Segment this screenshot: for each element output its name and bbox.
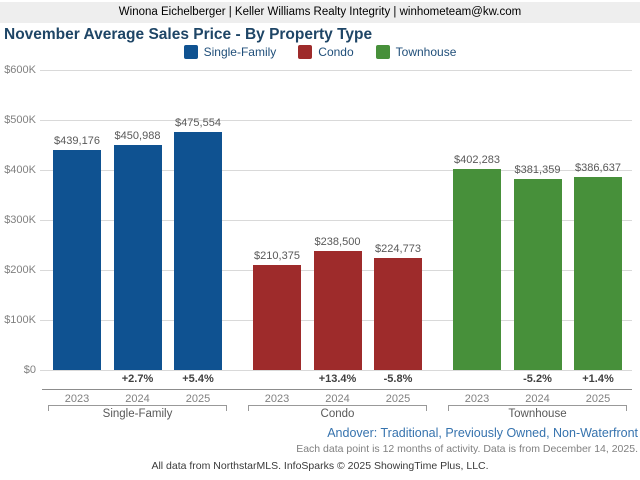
- bar-value-label: $450,988: [114, 130, 161, 142]
- bar-single-family-2024: [113, 145, 162, 370]
- bar-group-townhouse: $402,283 $381,359 $386,637: [453, 70, 622, 370]
- pct-change-label: [53, 373, 101, 385]
- group-bracket: [248, 405, 427, 411]
- pct-change-label: +2.7%: [121, 373, 154, 385]
- pct-change-label: [453, 373, 501, 385]
- year-label: 2023: [64, 393, 90, 405]
- search-criteria-line: Andover: Traditional, Previously Owned, …: [327, 426, 638, 440]
- pct-change-row: -5.2% +1.4%: [453, 373, 622, 385]
- year-label: 2024: [125, 393, 150, 405]
- bar-cell: $238,500: [313, 70, 362, 370]
- y-axis-tick-label: $500K: [4, 114, 36, 126]
- legend-label: Condo: [318, 45, 354, 59]
- bar-value-label: $210,375: [254, 250, 300, 262]
- year-label: 2024: [325, 393, 350, 405]
- year-label: 2023: [464, 393, 490, 405]
- year-row: 2023 2024 2025: [253, 393, 422, 405]
- bar-value-label: $386,637: [575, 162, 621, 174]
- data-note-line: Each data point is 12 months of activity…: [296, 443, 638, 455]
- legend-item-condo: Condo: [298, 45, 354, 59]
- year-label: 2025: [185, 393, 211, 405]
- bar-cell: $210,375: [253, 70, 301, 370]
- group-name-label: Single-Family: [102, 408, 173, 420]
- group-name-label: Condo: [320, 408, 355, 420]
- pct-change-label: +1.4%: [582, 373, 614, 385]
- bar-condo-2025: [374, 258, 422, 370]
- bar-cell: $402,283: [453, 70, 501, 370]
- gridline: [40, 120, 632, 121]
- gridline: [40, 170, 632, 171]
- bar-townhouse-2024: [513, 179, 562, 370]
- gridline: [40, 220, 632, 221]
- pct-change-label: +13.4%: [318, 373, 357, 385]
- contact-line: Winona Eichelberger | Keller Williams Re…: [118, 6, 522, 18]
- y-axis-tick-label: $0: [23, 364, 36, 376]
- bar-value-label: $224,773: [375, 243, 421, 255]
- legend-swatch-icon: [298, 45, 313, 59]
- bar-townhouse-2025: [574, 177, 622, 370]
- bar-condo-2023: [253, 265, 301, 370]
- y-axis-tick-label: $600K: [4, 64, 36, 76]
- bar-condo-2024: [313, 251, 362, 370]
- bar-cell: $439,176: [53, 70, 101, 370]
- pct-change-label: +5.4%: [182, 373, 214, 385]
- y-axis-tick-label: $400K: [4, 164, 36, 176]
- contact-header: Winona Eichelberger | Keller Williams Re…: [0, 2, 640, 23]
- bar-single-family-2023: [53, 150, 101, 370]
- year-row: 2023 2024 2025: [53, 393, 222, 405]
- bar-group-single-family: $439,176 $450,988 $475,554: [53, 70, 222, 370]
- year-label: 2025: [385, 393, 411, 405]
- chart-legend: Single-Family Condo Townhouse: [0, 45, 640, 59]
- year-label: 2025: [585, 393, 611, 405]
- bar-value-label: $381,359: [514, 164, 561, 176]
- y-axis-tick-label: $100K: [4, 314, 36, 326]
- bar-townhouse-2023: [453, 169, 501, 370]
- bar-value-label: $402,283: [454, 154, 500, 166]
- y-axis-tick-label: $300K: [4, 214, 36, 226]
- bar-value-label: $439,176: [54, 135, 100, 147]
- group-bracket: [448, 405, 627, 411]
- gridline: [40, 370, 632, 371]
- year-row: 2023 2024 2025: [453, 393, 622, 405]
- bar-value-label: $238,500: [314, 236, 361, 248]
- legend-swatch-icon: [183, 45, 198, 59]
- page-title: November Average Sales Price - By Proper…: [4, 26, 373, 43]
- group-name-label: Townhouse: [508, 408, 567, 420]
- pct-change-row: +2.7% +5.4%: [53, 373, 222, 385]
- attribution-line: All data from NorthstarMLS. InfoSparks ©…: [151, 460, 489, 472]
- year-label: 2023: [264, 393, 290, 405]
- bar-group-condo: $210,375 $238,500 $224,773: [253, 70, 422, 370]
- legend-item-townhouse: Townhouse: [375, 45, 457, 59]
- pct-change-label: -5.2%: [523, 373, 552, 385]
- gridline: [40, 70, 632, 71]
- bar-value-label: $475,554: [175, 117, 221, 129]
- legend-label: Townhouse: [395, 45, 457, 59]
- legend-item-single-family: Single-Family: [183, 45, 277, 59]
- x-axis-line: [42, 389, 632, 390]
- bar-cell: $381,359: [513, 70, 562, 370]
- bar-cell: $475,554: [174, 70, 222, 370]
- pct-change-row: +13.4% -5.8%: [253, 373, 422, 385]
- legend-label: Single-Family: [203, 45, 277, 59]
- bar-cell: $224,773: [374, 70, 422, 370]
- pct-change-label: -5.8%: [383, 373, 413, 385]
- chart: $0 $100K $200K $300K $400K $500K $600K $439,176…: [0, 62, 640, 422]
- group-bracket: [48, 405, 227, 411]
- legend-swatch-icon: [375, 45, 390, 59]
- bar-single-family-2025: [174, 132, 222, 370]
- bar-cell: $386,637: [574, 70, 622, 370]
- year-label: 2024: [525, 393, 550, 405]
- pct-change-label: [253, 373, 301, 385]
- bar-cell: $450,988: [113, 70, 162, 370]
- y-axis-tick-label: $200K: [4, 264, 36, 276]
